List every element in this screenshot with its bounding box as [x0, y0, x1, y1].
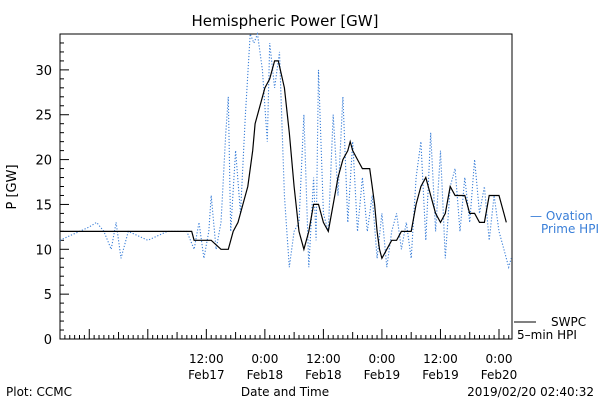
x-tick-label-time: 0:00 — [486, 352, 513, 366]
x-tick-label-date: Feb18 — [247, 368, 284, 382]
x-tick-label-date: Feb17 — [188, 368, 225, 382]
y-axis-label: P [GW] — [5, 164, 20, 209]
series-ovation-line — [59, 31, 512, 270]
footer-right: 2019/02/20 02:40:32 — [467, 385, 594, 399]
chart-title: Hemispheric Power [GW] — [192, 12, 379, 30]
y-tick-label: 5 — [44, 288, 52, 303]
y-tick-label: 15 — [35, 198, 52, 213]
x-tick-label-date: Feb19 — [422, 368, 459, 382]
x-tick-label-time: 12:00 — [306, 352, 341, 366]
x-tick-label-time: 0:00 — [368, 352, 395, 366]
y-axis: 0 5 10 15 20 25 30 — [35, 33, 69, 348]
x-tick-label-time: 0:00 — [251, 352, 278, 366]
legend-ovation: — Ovation Prime HPI — [530, 209, 599, 236]
y-tick-label: 10 — [35, 243, 52, 258]
x-tick-label-time: 12:00 — [423, 352, 458, 366]
footer-left: Plot: CCMC — [6, 385, 72, 399]
y-tick-label: 0 — [44, 333, 52, 348]
y-tick-label: 20 — [35, 154, 52, 169]
x-tick-label-date: Feb18 — [305, 368, 342, 382]
x-tick-label-date: Feb19 — [364, 368, 401, 382]
x-tick-label-time: 12:00 — [189, 352, 224, 366]
x-axis: 12:00 Feb17 0:00 Feb18 12:00 Feb18 0:00 Feb19 12… — [59, 329, 518, 382]
y-tick-label: 30 — [35, 64, 52, 79]
legend-ovation-line2: Prime HPI — [541, 222, 599, 236]
series-group — [59, 31, 512, 270]
x-tick-label-date: Feb20 — [481, 368, 518, 382]
plot-frame — [59, 33, 513, 340]
y-tick-label: 25 — [35, 109, 52, 124]
legend-swpc: SWPC 5–min HPI — [514, 315, 586, 342]
legend-ovation-line1: — Ovation — [530, 209, 593, 223]
series-swpc-line — [60, 60, 507, 260]
x-axis-label: Date and Time — [241, 385, 329, 399]
legend-swpc-line1: SWPC — [551, 315, 586, 329]
legend-swpc-line2: 5–min HPI — [517, 328, 577, 342]
